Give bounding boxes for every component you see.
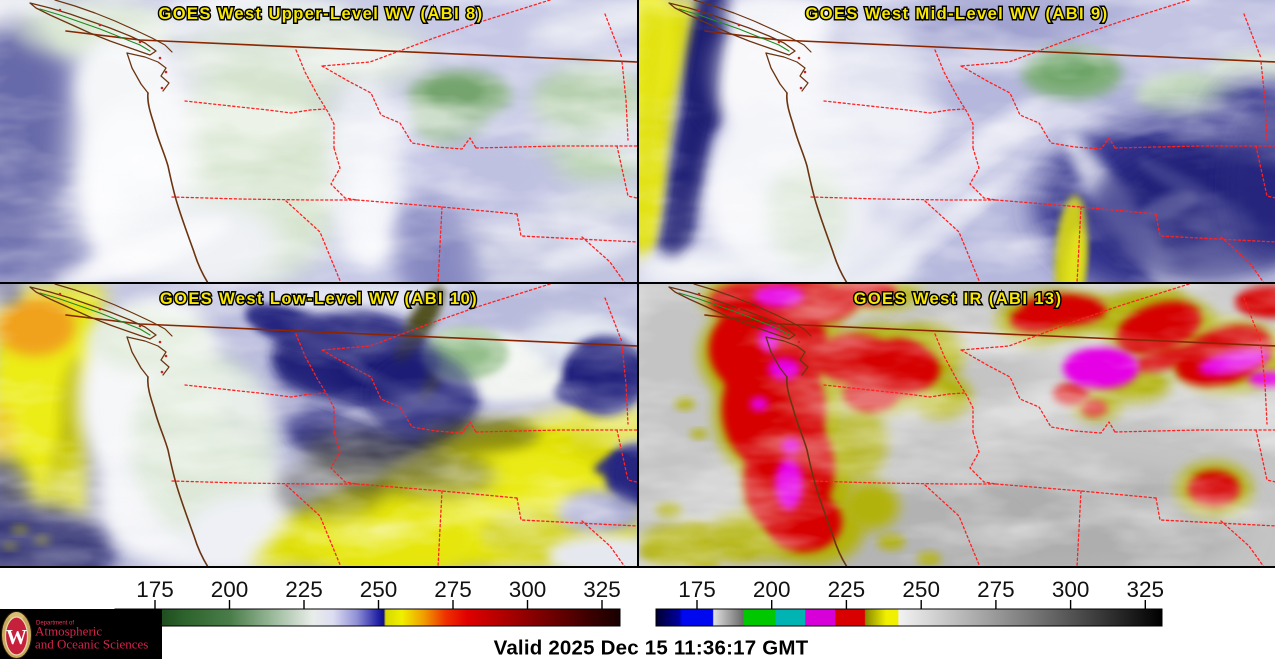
svg-text:325: 325: [1127, 577, 1165, 602]
svg-text:200: 200: [753, 577, 791, 602]
svg-text:275: 275: [977, 577, 1015, 602]
svg-text:GOES West Mid-Level WV (ABI 9): GOES West Mid-Level WV (ABI 9): [806, 5, 1109, 23]
svg-text:W: W: [6, 625, 27, 649]
svg-text:225: 225: [828, 577, 866, 602]
svg-text:175: 175: [678, 577, 716, 602]
svg-text:225: 225: [285, 577, 323, 602]
svg-text:and Oceanic Sciences: and Oceanic Sciences: [35, 637, 148, 652]
svg-text:Valid 2025 Dec 15 11:36:17 GMT: Valid 2025 Dec 15 11:36:17 GMT: [494, 637, 809, 659]
svg-text:GOES West IR (ABI 13): GOES West IR (ABI 13): [854, 290, 1063, 308]
svg-text:275: 275: [434, 577, 472, 602]
svg-text:Department of: Department of: [36, 621, 74, 627]
svg-text:GOES West Upper-Level WV (ABI: GOES West Upper-Level WV (ABI 8): [158, 5, 483, 23]
svg-text:200: 200: [211, 577, 249, 602]
svg-text:GOES West Low-Level WV (ABI 10: GOES West Low-Level WV (ABI 10): [160, 290, 478, 308]
svg-text:250: 250: [902, 577, 940, 602]
svg-text:175: 175: [136, 577, 174, 602]
svg-text:Atmospheric: Atmospheric: [35, 624, 102, 639]
svg-text:325: 325: [583, 577, 621, 602]
svg-text:300: 300: [1052, 577, 1090, 602]
svg-text:300: 300: [509, 577, 547, 602]
svg-text:250: 250: [360, 577, 398, 602]
